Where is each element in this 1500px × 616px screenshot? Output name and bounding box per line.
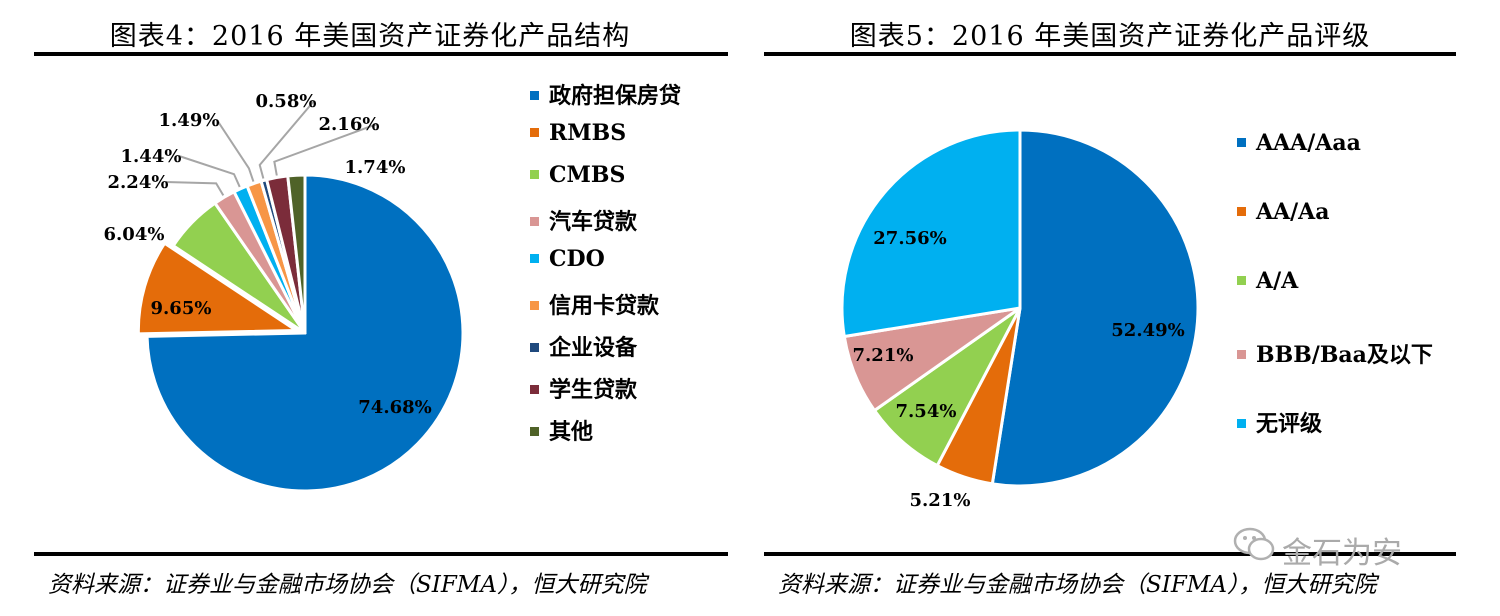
left-legend-swatch-4	[530, 253, 539, 263]
left-legend-label-0: 政府担保房贷	[549, 83, 682, 109]
left-legend-item-7: 学生贷款	[530, 372, 637, 404]
right-top-rule	[764, 52, 1456, 56]
right-data-label-1: 5.21%	[910, 490, 971, 511]
right-legend-label-4: 无评级	[1256, 411, 1323, 437]
left-data-label-7: 2.16%	[319, 114, 380, 135]
right-chart-title: 图表5：2016 年美国资产证券化产品评级	[849, 21, 1371, 52]
left-legend-item-6: 企业设备	[530, 330, 637, 362]
right-data-label-0: 52.49%	[1111, 320, 1184, 341]
left-data-label-2: 6.04%	[104, 224, 165, 245]
left-bottom-rule	[34, 552, 728, 556]
right-legend-item-4: 无评级	[1237, 406, 1322, 438]
left-legend-label-7: 学生贷款	[549, 377, 638, 403]
right-bottom-rule	[764, 552, 1456, 556]
left-pie-labels: 74.68% 9.65% 6.04% 2.24% 1.44% 1.49% 0.58%2.16…	[104, 91, 432, 418]
left-data-label-8: 1.74%	[345, 157, 406, 178]
left-legend-label-8: 其他	[549, 419, 594, 445]
right-pie-labels: 52.49% 5.21% 7.54% 7.21% 27.56%	[853, 228, 1185, 511]
left-legend-item-3: 汽车贷款	[530, 204, 637, 236]
left-top-rule	[34, 52, 728, 56]
right-slice-0	[990, 128, 1200, 488]
left-legend-item-4: CDO	[530, 246, 605, 272]
left-legend-item-2: CMBS	[530, 162, 625, 188]
left-legend-swatch-3	[530, 216, 539, 226]
left-chart-panel: 图表4：2016 年美国资产证券化产品结构 74.68% 9.65% 6.04% 2.…	[0, 0, 740, 616]
left-legend-swatch-0	[530, 90, 539, 100]
left-legend-item-5: 信用卡贷款	[530, 288, 659, 320]
right-legend-label-3: BBB/Baa及以下	[1256, 342, 1433, 368]
right-pie-chart: 52.49% 5.21% 7.54% 7.21% 27.56%	[840, 128, 1200, 511]
left-leader-line-7	[273, 123, 378, 176]
right-legend-label-1: AA/Aa	[1256, 199, 1330, 225]
left-leader-line-4	[178, 155, 241, 188]
left-legend-swatch-7	[530, 384, 539, 394]
right-legend-item-0: AAA/Aaa	[1237, 130, 1361, 156]
left-data-label-0: 74.68%	[358, 397, 431, 418]
left-legend-label-4: CDO	[549, 246, 605, 272]
right-legend-label-2: A/A	[1256, 268, 1299, 294]
right-legend-swatch-3	[1237, 349, 1246, 359]
right-legend-swatch-2	[1237, 275, 1246, 285]
left-data-label-5: 1.49%	[159, 110, 220, 131]
left-pie-slices	[136, 173, 465, 493]
right-legend-swatch-0	[1237, 137, 1246, 147]
right-legend-item-3: BBB/Baa及以下	[1237, 337, 1433, 369]
right-legend-swatch-4	[1237, 418, 1246, 428]
left-legend-label-2: CMBS	[549, 162, 626, 188]
left-pie-chart: 74.68% 9.65% 6.04% 2.24% 1.44% 1.49% 0.58%2.16…	[104, 91, 465, 493]
left-legend-item-0: 政府担保房贷	[530, 78, 681, 110]
right-legend-item-2: A/A	[1237, 268, 1298, 294]
left-chart-title: 图表4：2016 年美国资产证券化产品结构	[109, 21, 631, 52]
right-source-note: 资料来源：证券业与金融市场协会（SIFMA），恒大研究院	[778, 572, 1377, 598]
left-data-label-4: 1.44%	[121, 146, 182, 167]
left-data-label-1: 9.65%	[151, 298, 212, 319]
left-slice-1	[136, 241, 298, 336]
left-legend-label-3: 汽车贷款	[549, 209, 638, 235]
left-slice-8	[286, 173, 307, 335]
left-legend-item-1: RMBS	[530, 120, 626, 146]
right-legend-item-1: AA/Aa	[1237, 199, 1330, 225]
wechat-icon	[1233, 527, 1275, 561]
left-legend-swatch-5	[530, 300, 539, 310]
left-data-label-6: 0.58%	[256, 91, 317, 112]
left-legend-swatch-1	[530, 127, 539, 137]
left-source-note: 资料来源：证券业与金融市场协会（SIFMA），恒大研究院	[48, 572, 647, 598]
left-legend-label-5: 信用卡贷款	[549, 293, 660, 319]
right-chart-panel: 图表5：2016 年美国资产证券化产品评级 52.49% 5.21% 7.54% 7.…	[740, 0, 1500, 616]
right-legend-swatch-1	[1237, 206, 1246, 216]
right-data-label-3: 7.21%	[853, 345, 914, 366]
left-leader-line-6	[258, 100, 315, 179]
right-legend-label-0: AAA/Aaa	[1256, 130, 1361, 156]
left-legend-item-8: 其他	[530, 414, 593, 446]
left-legend-swatch-8	[530, 426, 539, 436]
right-data-label-4: 27.56%	[873, 228, 946, 249]
left-legend-label-1: RMBS	[549, 120, 627, 146]
left-legend-label-6: 企业设备	[549, 335, 638, 361]
left-leader-line-5	[216, 119, 255, 182]
watermark-text: 金石为安	[1282, 536, 1402, 571]
right-data-label-2: 7.54%	[896, 401, 957, 422]
left-data-label-3: 2.24%	[108, 172, 169, 193]
left-leader-line-3	[165, 181, 225, 196]
right-slice-4	[840, 128, 1022, 338]
left-legend-swatch-6	[530, 342, 539, 352]
right-pie-slices	[840, 128, 1200, 488]
left-legend-swatch-2	[530, 169, 539, 179]
